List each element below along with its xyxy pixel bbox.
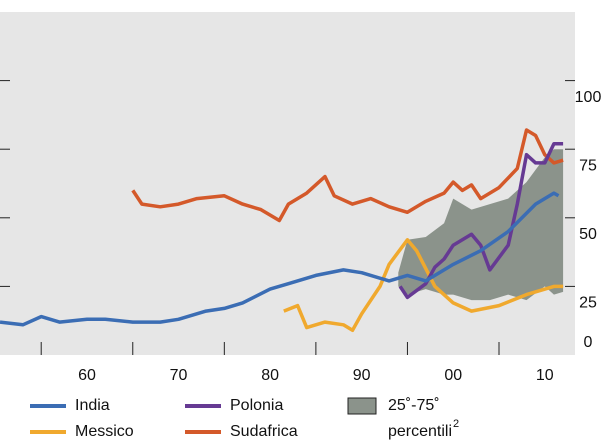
series-line	[131, 128, 564, 223]
series-line	[0, 191, 560, 327]
legend-label: Polonia	[230, 397, 283, 414]
series-line	[283, 238, 564, 333]
y-tick-label: 0	[584, 334, 593, 351]
x-tick-label: 00	[444, 367, 462, 384]
legend-label: 25˚-75˚	[388, 397, 440, 414]
legend-swatch	[347, 397, 377, 415]
legend-item: 25˚-75˚ percentili 2	[347, 397, 459, 440]
y-tick-label: 25	[579, 295, 597, 312]
legend-label: percentili	[388, 423, 452, 440]
legend-item: Messico	[30, 423, 134, 440]
x-tick-label: 60	[78, 367, 96, 384]
legend-label: India	[75, 397, 110, 414]
y-tick-label: 75	[579, 157, 597, 174]
series-line	[398, 141, 564, 300]
x-tick-label: 10	[536, 367, 554, 384]
legend-item: Polonia	[185, 397, 283, 414]
legend-label: Sudafrica	[230, 423, 298, 440]
legend-label: Messico	[75, 423, 134, 440]
x-tick-label: 80	[261, 367, 279, 384]
plot-area	[0, 12, 575, 355]
legend-item: India	[30, 397, 110, 414]
x-tick-label: 70	[170, 367, 188, 384]
legend-item: Sudafrica	[185, 423, 298, 440]
x-tick-label: 90	[353, 367, 371, 384]
y-tick-label: 100	[575, 89, 602, 106]
legend-note: 2	[453, 418, 459, 430]
y-tick-label: 50	[579, 226, 597, 243]
